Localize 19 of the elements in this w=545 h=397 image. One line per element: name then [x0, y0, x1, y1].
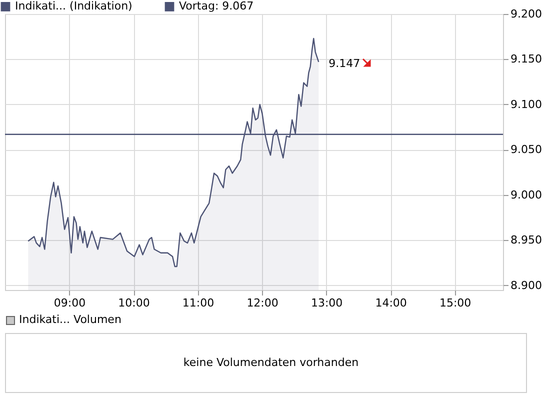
x-tick-label: 15:00: [439, 296, 472, 310]
x-tick-label: 09:00: [54, 296, 86, 310]
x-tick-label: 13:00: [310, 296, 343, 310]
y-tick-label: 8.900: [510, 278, 542, 292]
x-tick-label: 10:00: [118, 296, 150, 310]
x-tick-label: 14:00: [375, 296, 407, 310]
annotation: 9.147: [328, 56, 360, 70]
y-tick-label: 9.150: [510, 52, 542, 66]
x-tick-label: 11:00: [182, 296, 214, 310]
y-tick-label: 9.050: [510, 143, 542, 156]
y-tick-label: 9.100: [510, 98, 542, 111]
legend-label: Vortag: 9.067: [179, 0, 254, 13]
y-tick-label: 9.000: [510, 188, 542, 202]
x-tick-label: 12:00: [246, 296, 278, 310]
text: keine Volumendaten vorhanden: [183, 356, 359, 369]
legend-label: Indikati... (Indikation): [15, 0, 132, 13]
text: Indikati... Volumen: [19, 313, 122, 326]
y-tick-label: 9.200: [510, 8, 542, 20]
y-tick-label: 8.950: [510, 234, 542, 247]
